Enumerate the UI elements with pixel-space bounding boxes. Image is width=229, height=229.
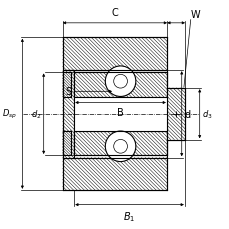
Polygon shape — [63, 131, 71, 155]
Polygon shape — [63, 71, 74, 158]
Circle shape — [105, 67, 135, 97]
Text: d: d — [184, 109, 190, 119]
Polygon shape — [63, 38, 166, 71]
Circle shape — [105, 131, 135, 162]
Polygon shape — [63, 158, 166, 190]
Bar — [74, 98, 166, 131]
Polygon shape — [74, 73, 166, 98]
Polygon shape — [74, 131, 166, 155]
Text: S: S — [65, 87, 71, 97]
Text: $D_{sp}$: $D_{sp}$ — [2, 108, 17, 121]
Text: $d_3$: $d_3$ — [202, 108, 212, 120]
Polygon shape — [63, 73, 71, 98]
Text: W: W — [190, 10, 199, 20]
Text: $d_2$: $d_2$ — [30, 108, 41, 120]
Polygon shape — [166, 89, 184, 140]
Text: C: C — [111, 8, 118, 18]
Text: $B_1$: $B_1$ — [123, 209, 135, 223]
Text: B: B — [117, 108, 123, 117]
